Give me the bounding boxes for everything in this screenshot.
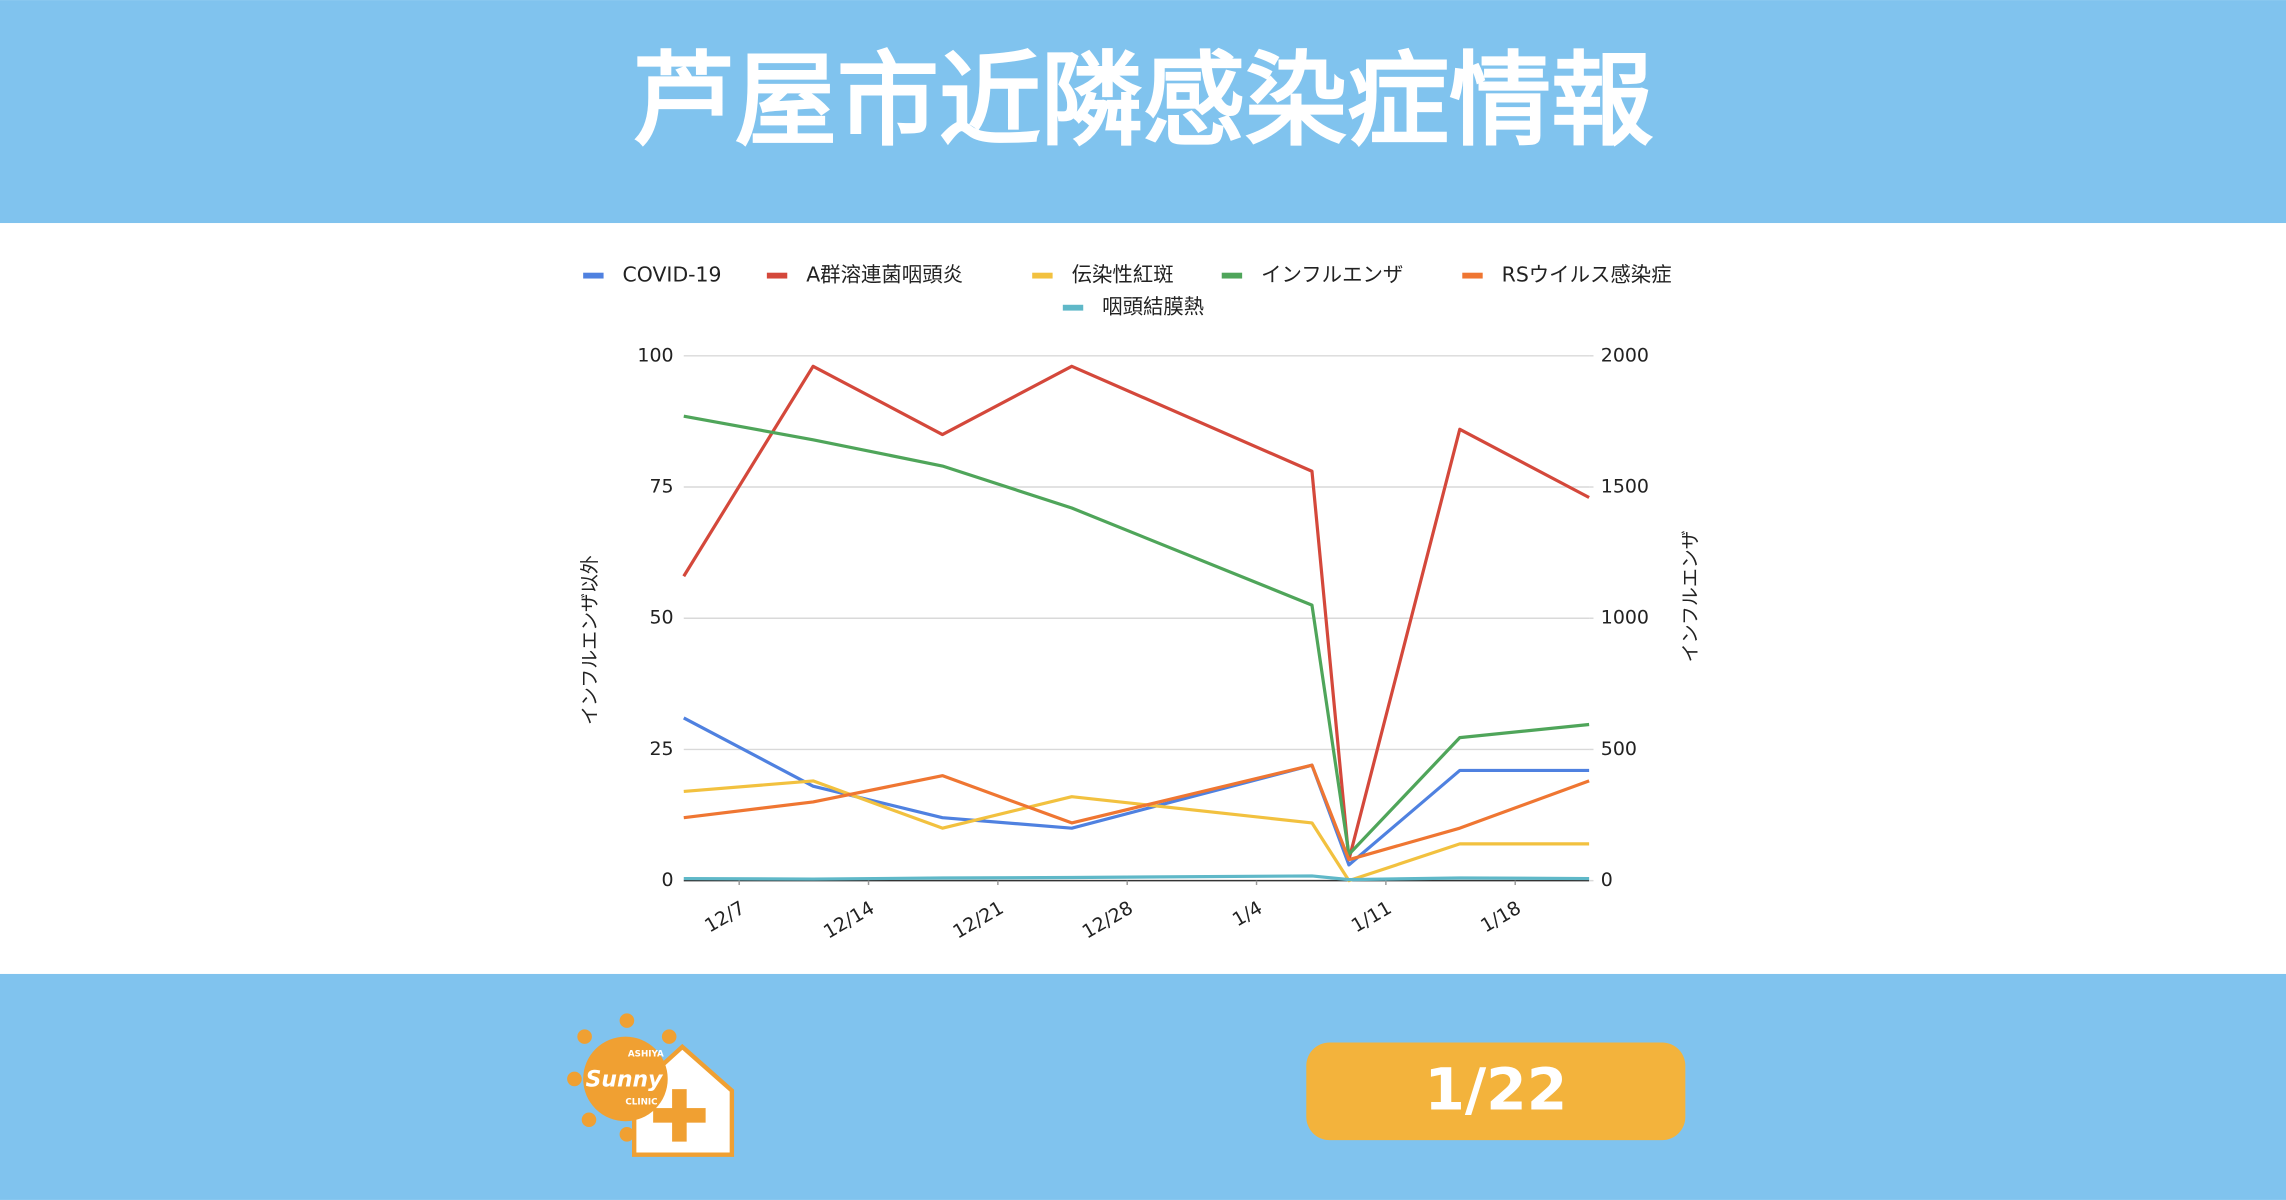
chart-band (0, 223, 2286, 974)
series-line (683, 763, 1590, 862)
legend-swatch (1062, 304, 1084, 311)
y2-tick-label: 500 (1601, 738, 1637, 760)
footer-band (0, 973, 2286, 1200)
legend-label: RSウイルス感染症 (1502, 263, 1672, 287)
header-band (0, 0, 2286, 224)
series-line (682, 364, 1590, 862)
date-badge (1306, 1042, 1686, 1141)
y-tick-label: 0 (661, 869, 673, 891)
y-tick-label: 100 (637, 344, 673, 366)
y-axis-title: インフルエンザ以外 (579, 555, 601, 725)
legend-label: インフルエンザ (1261, 263, 1403, 287)
legend-swatch (583, 272, 604, 279)
legend-label: 伝染性紅斑 (1072, 263, 1174, 287)
date: 1/22 (1424, 1056, 1567, 1124)
legend-swatch (1221, 272, 1243, 279)
logo: Sunny ASHIYA CLINIC (567, 1013, 735, 1157)
legend-label: 咽頭結膜熱 (1102, 295, 1204, 319)
legend-label: A群溶連菌咽頭炎 (806, 263, 963, 287)
page-title: 芦屋市近隣感染症情報 (633, 42, 1653, 161)
y2-tick-label: 1500 (1601, 476, 1649, 498)
legend-label: COVID-19 (623, 263, 722, 287)
y2-axis-title: インフルエンザ (1680, 530, 1702, 662)
series-line (683, 779, 1590, 883)
y-tick-label: 75 (649, 476, 673, 498)
logo-name: Sunny (586, 1067, 664, 1092)
series-line (683, 874, 1590, 882)
y2-tick-label: 2000 (1601, 344, 1649, 366)
series-line (683, 716, 1590, 867)
legend-swatch (1032, 272, 1053, 279)
legend-swatch (766, 272, 788, 279)
y-tick-label: 50 (649, 607, 673, 629)
logo-top: ASHIYA (628, 1050, 664, 1060)
y2-tick-label: 0 (1601, 869, 1613, 891)
series-line (683, 414, 1590, 857)
y2-tick-label: 1000 (1601, 607, 1649, 629)
y-tick-label: 25 (649, 738, 673, 760)
legend-swatch (1462, 272, 1483, 279)
logo-bottom: CLINIC (625, 1098, 657, 1108)
